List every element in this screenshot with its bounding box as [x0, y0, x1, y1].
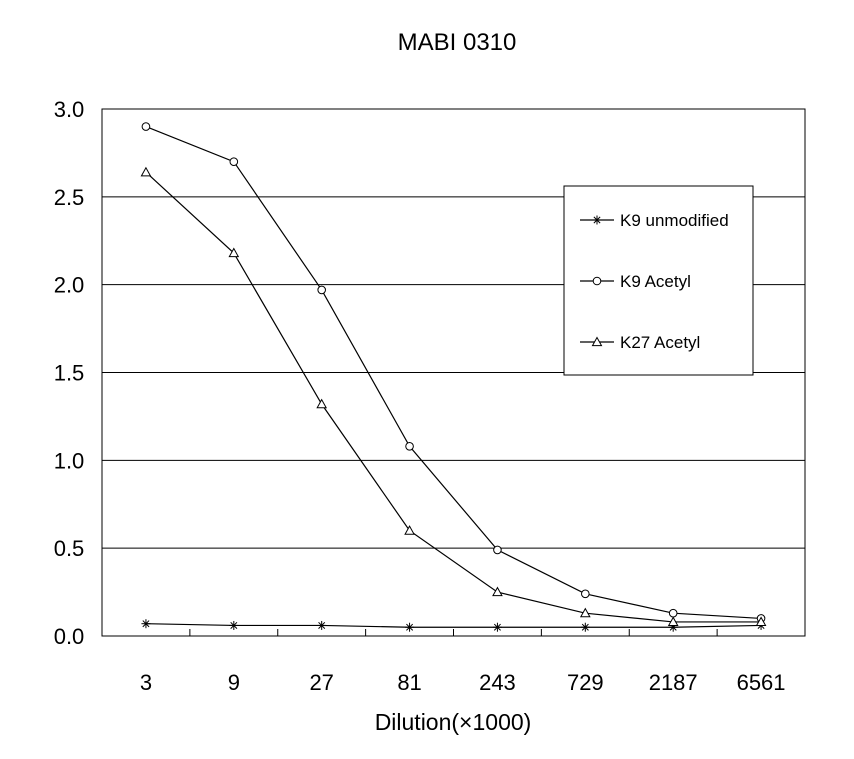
x-tick-label: 81 — [397, 670, 421, 695]
data-point — [229, 157, 239, 166]
x-tick-label: 2187 — [649, 670, 698, 695]
x-tick-label: 243 — [479, 670, 516, 695]
x-tick-label: 27 — [309, 670, 333, 695]
data-point — [493, 545, 502, 555]
series-k27-acetyl — [140, 166, 767, 627]
data-point — [405, 622, 415, 632]
series-line — [145, 171, 762, 623]
data-point — [229, 620, 239, 630]
y-tick-label: 1.0 — [54, 448, 85, 473]
series-line — [145, 623, 762, 628]
data-point — [228, 247, 240, 258]
legend-entry: K9 unmodified — [580, 211, 729, 230]
y-tick-label: 2.0 — [54, 273, 85, 298]
data-point — [317, 285, 326, 295]
legend-label: K27 Acetyl — [620, 333, 700, 352]
data-point — [579, 607, 591, 618]
data-point — [581, 589, 590, 599]
data-point — [755, 616, 767, 627]
legend: K9 unmodified K9 Acetyl K27 Acetyl — [563, 185, 754, 376]
data-point — [591, 336, 603, 347]
data-point — [141, 619, 151, 629]
legend-entry: K9 Acetyl — [580, 272, 691, 291]
data-point — [592, 276, 602, 286]
x-tick-label: 9 — [228, 670, 240, 695]
data-point — [405, 441, 414, 451]
y-tick-label: 1.5 — [54, 361, 85, 386]
x-tick-label: 729 — [567, 670, 604, 695]
series-k9-unmodified — [141, 619, 766, 632]
x-tick-label: 3 — [140, 670, 152, 695]
data-point — [316, 398, 328, 409]
x-axis-label: Dilution(×1000) — [375, 709, 532, 735]
data-point — [592, 215, 602, 225]
legend-entry: K27 Acetyl — [580, 333, 700, 352]
series-group — [140, 122, 767, 632]
x-tick-label: 6561 — [737, 670, 786, 695]
data-point — [404, 525, 415, 535]
series-line — [145, 126, 762, 620]
y-tick-label: 0.0 — [54, 624, 85, 649]
y-tick-label: 0.5 — [54, 536, 85, 561]
legend-label: K9 Acetyl — [620, 272, 691, 291]
data-point — [492, 622, 502, 632]
axes: 0.0 0.5 1.0 1.5 2.0 2.5 3.0 3 9 27 81 243 729 2187 656… — [54, 97, 786, 695]
data-point — [492, 586, 503, 597]
data-point — [141, 122, 151, 131]
data-point — [317, 620, 327, 630]
legend-label: K9 unmodified — [620, 211, 729, 230]
y-tick-label: 3.0 — [54, 97, 85, 122]
y-tick-label: 2.5 — [54, 185, 85, 210]
chart-title: MABI 0310 — [398, 29, 517, 56]
data-point — [668, 608, 678, 618]
data-point — [580, 622, 590, 632]
data-point — [667, 616, 679, 627]
data-point — [140, 166, 152, 177]
